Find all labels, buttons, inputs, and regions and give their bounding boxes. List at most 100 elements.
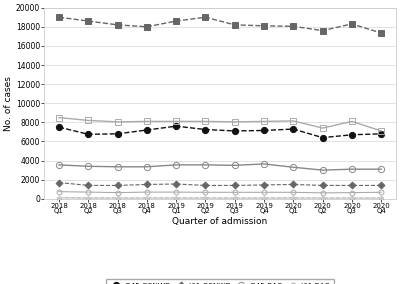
I63 BAQ [144, 120, 149, 123]
G45 BAQ [320, 168, 325, 172]
I64 BAQ [320, 197, 325, 200]
I64 QSNWD [203, 196, 208, 200]
I64 BAQ [350, 197, 354, 200]
I61 BAQ [320, 191, 325, 195]
I61 BAQ [350, 191, 354, 194]
G45 QSNWD [291, 127, 296, 131]
G45 BAQ [174, 163, 178, 167]
I64 QSNWD [174, 196, 178, 200]
I64 QSNWD [144, 196, 149, 200]
I61 QSNWD [203, 184, 208, 187]
I64 QSNWD [232, 196, 237, 200]
I61 BAQ [232, 191, 237, 194]
I61 QSNWD [174, 182, 178, 186]
I64 QSNWD [320, 196, 325, 200]
X-axis label: Quarter of admission: Quarter of admission [172, 217, 268, 226]
I64 QSNWD [291, 196, 296, 200]
G45 QSNWD [203, 128, 208, 131]
Line: I61 QSNWD: I61 QSNWD [56, 180, 384, 188]
G45 BAQ [86, 165, 91, 168]
G45 QSNWD [115, 132, 120, 135]
G45 QSNWD [350, 133, 354, 137]
I64 BAQ [86, 196, 91, 200]
I64 BAQ [203, 197, 208, 200]
I64 BAQ [262, 197, 266, 200]
I61 QSNWD [232, 184, 237, 187]
G45 QSNWD [379, 132, 384, 135]
Line: I64 BAQ: I64 BAQ [56, 195, 384, 201]
G45 QSNWD [262, 129, 266, 132]
I61 BAQ [86, 190, 91, 194]
I63 QSNWD [115, 23, 120, 27]
I61 BAQ [144, 190, 149, 194]
G45 BAQ [144, 165, 149, 168]
I61 BAQ [291, 191, 296, 194]
I63 BAQ [57, 116, 62, 119]
G45 BAQ [350, 168, 354, 171]
I61 BAQ [379, 191, 384, 194]
I63 BAQ [262, 120, 266, 123]
G45 QSNWD [144, 128, 149, 132]
I61 BAQ [203, 191, 208, 194]
G45 BAQ [57, 163, 62, 167]
I64 BAQ [379, 196, 384, 200]
I64 QSNWD [379, 196, 384, 200]
I61 QSNWD [115, 184, 120, 187]
I63 QSNWD [203, 16, 208, 19]
Line: I61 BAQ: I61 BAQ [56, 189, 384, 195]
G45 QSNWD [174, 124, 178, 128]
Line: I63 BAQ: I63 BAQ [56, 114, 384, 134]
G45 BAQ [291, 166, 296, 169]
G45 QSNWD [86, 133, 91, 136]
G45 BAQ [115, 165, 120, 168]
I61 BAQ [57, 190, 62, 193]
Line: I63 QSNWD: I63 QSNWD [56, 14, 384, 36]
G45 BAQ [232, 164, 237, 167]
G45 BAQ [379, 168, 384, 171]
I63 QSNWD [291, 25, 296, 28]
I61 QSNWD [350, 184, 354, 187]
I63 QSNWD [262, 24, 266, 28]
I63 BAQ [232, 120, 237, 124]
I63 BAQ [174, 120, 178, 123]
I63 QSNWD [379, 31, 384, 35]
I61 QSNWD [320, 184, 325, 187]
I64 BAQ [174, 196, 178, 200]
I61 QSNWD [291, 183, 296, 186]
I63 QSNWD [57, 16, 62, 19]
I63 BAQ [320, 126, 325, 130]
Line: G45 QSNWD: G45 QSNWD [56, 123, 384, 141]
I61 QSNWD [379, 184, 384, 187]
I64 QSNWD [115, 196, 120, 200]
I63 BAQ [350, 120, 354, 123]
I64 BAQ [57, 196, 62, 200]
I61 QSNWD [57, 181, 62, 184]
I64 BAQ [232, 197, 237, 200]
I61 BAQ [262, 191, 266, 194]
Y-axis label: No. of cases: No. of cases [4, 76, 13, 131]
I64 QSNWD [262, 196, 266, 200]
I64 QSNWD [350, 196, 354, 200]
Line: I64 QSNWD: I64 QSNWD [56, 195, 384, 201]
I64 BAQ [115, 197, 120, 200]
G45 BAQ [262, 162, 266, 166]
I63 QSNWD [144, 25, 149, 28]
I64 BAQ [144, 196, 149, 200]
I63 QSNWD [86, 19, 91, 23]
I64 BAQ [291, 196, 296, 200]
I63 BAQ [291, 119, 296, 123]
I61 QSNWD [86, 184, 91, 187]
I64 QSNWD [86, 196, 91, 200]
I63 BAQ [86, 119, 91, 122]
I63 BAQ [115, 120, 120, 124]
G45 QSNWD [320, 136, 325, 139]
I63 QSNWD [350, 22, 354, 26]
I63 QSNWD [232, 23, 237, 27]
I64 QSNWD [57, 196, 62, 199]
I63 QSNWD [174, 19, 178, 23]
I61 BAQ [174, 190, 178, 194]
Line: G45 BAQ: G45 BAQ [56, 161, 384, 173]
G45 QSNWD [232, 129, 237, 133]
I63 BAQ [203, 120, 208, 123]
G45 QSNWD [57, 126, 62, 129]
